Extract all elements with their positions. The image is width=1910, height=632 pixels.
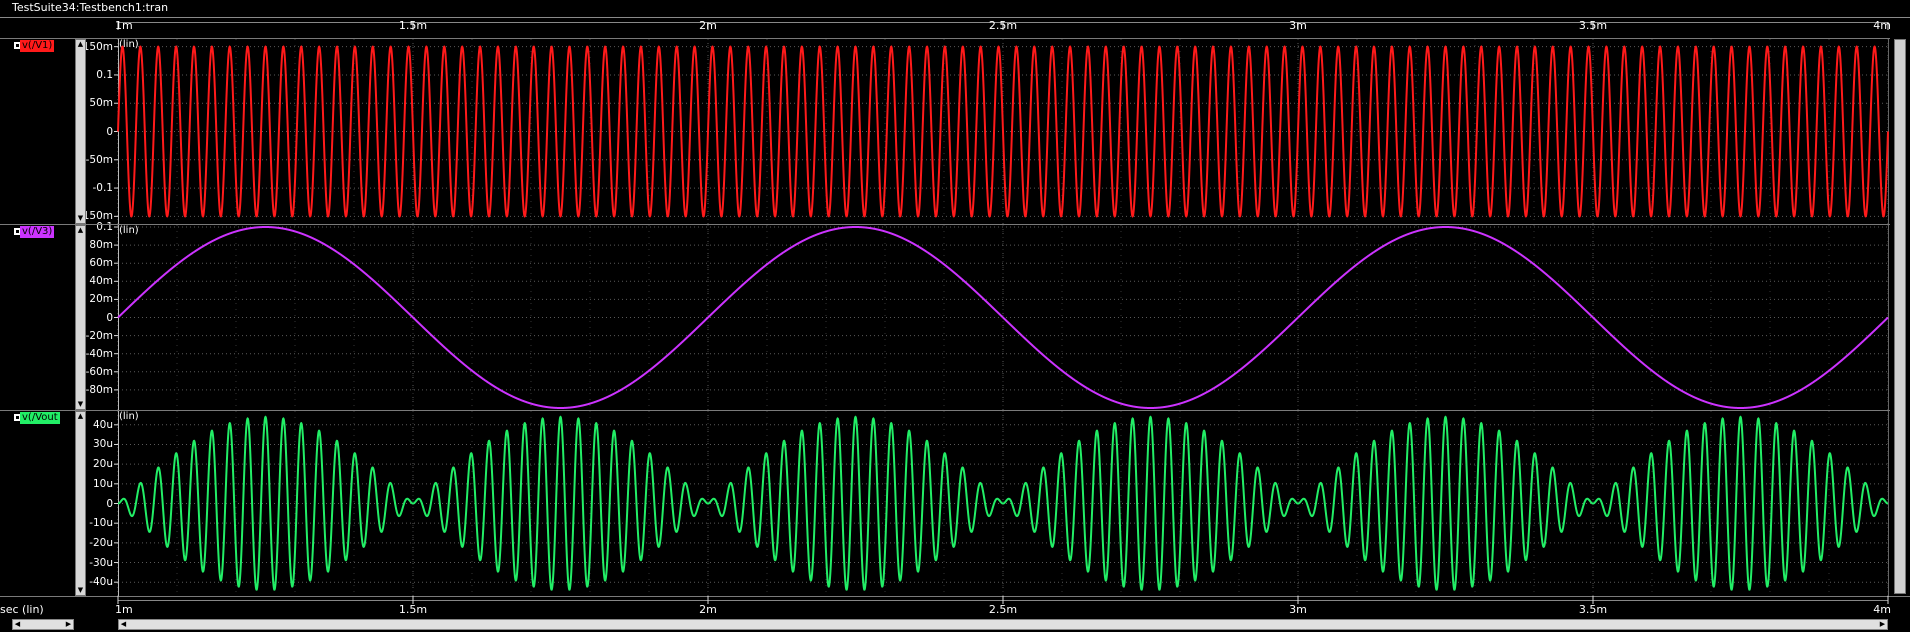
time-hscrollbar[interactable]: ◀ ▶	[118, 619, 1888, 630]
scroll-up-icon[interactable]: ▲	[77, 40, 84, 48]
x-tick-label: 2.5m	[988, 603, 1018, 616]
x-tick-label: 1.5m	[398, 603, 428, 616]
panel-vout-vscrollbar[interactable]: ▲ ▼	[75, 411, 86, 596]
waveform-trace-1	[117, 226, 1889, 409]
y-tick-label: 20m	[89, 293, 113, 306]
panel-v1-vscrollbar[interactable]: ▲ ▼	[75, 39, 86, 224]
signal-label-v3[interactable]: v(/V3)	[20, 226, 55, 238]
y-tick-label: 0	[106, 311, 113, 324]
scroll-up-icon[interactable]: ▲	[77, 412, 84, 420]
scroll-right-icon[interactable]: ▶	[65, 620, 72, 628]
y-tick-label: 40u	[92, 418, 113, 431]
y-tick-label: 0	[106, 125, 113, 138]
y-tick-label: -50m	[85, 153, 113, 166]
y-tick-label: 0	[106, 497, 113, 510]
y-tick-label: 150m	[82, 40, 113, 53]
window-title: TestSuite34:Testbench1:tran	[0, 0, 1910, 18]
y-tick-label: -80m	[85, 383, 113, 396]
title-divider	[0, 17, 1910, 18]
y-tick-label: -20u	[89, 536, 113, 549]
signal-list-panel: v(/V1) v(/V3) v(/Vout	[0, 18, 73, 594]
x-tick-label: 4m	[1873, 603, 1891, 616]
x-tick-label: 3.5m	[1578, 19, 1608, 32]
x-tick-label: 4m	[1873, 19, 1891, 32]
panel-v3-vscrollbar[interactable]: ▲ ▼	[75, 225, 86, 410]
y-tick-label: -40m	[85, 347, 113, 360]
x-tick-label: 1m	[115, 603, 133, 616]
waveform-trace-2	[117, 415, 1889, 591]
y-tick-label: 40m	[89, 275, 113, 288]
y-tick-label: 10u	[92, 477, 113, 490]
y-tick-label: 50m	[89, 97, 113, 110]
y-tick-label: -40u	[89, 576, 113, 589]
x-tick-label: 1.5m	[398, 19, 428, 32]
y-tick-label: -20m	[85, 329, 113, 342]
right-vscrollbar[interactable]	[1894, 39, 1906, 594]
x-tick-label: 3m	[1289, 603, 1307, 616]
signal-label-vout[interactable]: v(/Vout	[20, 412, 60, 424]
y-tick-label: 0.1	[96, 221, 113, 233]
left-hscrollbar[interactable]: ◀ ▶	[12, 619, 74, 630]
x-tick-label: 1m	[115, 19, 133, 32]
waveform-trace-0	[117, 45, 1889, 218]
scroll-down-icon[interactable]: ▼	[77, 400, 84, 408]
scale-label: (lin)	[119, 39, 139, 50]
scroll-left-icon[interactable]: ◀	[14, 620, 21, 628]
y-tick-label: 60m	[89, 257, 113, 270]
y-tick-label: -150m	[78, 210, 113, 223]
x-axis-unit-label: sec (lin)	[0, 603, 44, 616]
x-tick-label: 3m	[1289, 19, 1307, 32]
y-tick-label: 30u	[92, 438, 113, 451]
x-tick-label: 2m	[699, 19, 717, 32]
scale-label: (lin)	[119, 225, 139, 236]
y-tick-label: -10u	[89, 517, 113, 530]
x-tick-label: 2.5m	[988, 19, 1018, 32]
bottom-scroll-area: ◀ ▶ ◀ ▶	[0, 618, 1910, 632]
scroll-up-icon[interactable]: ▲	[77, 226, 84, 234]
y-tick-label: -30u	[89, 556, 113, 569]
y-tick-label: 20u	[92, 458, 113, 471]
x-tick-label: 2m	[699, 603, 717, 616]
scroll-left-icon[interactable]: ◀	[120, 620, 127, 628]
y-tick-label: 80m	[89, 239, 113, 252]
scroll-down-icon[interactable]: ▼	[77, 214, 84, 222]
scroll-down-icon[interactable]: ▼	[77, 586, 84, 594]
scroll-right-icon[interactable]: ▶	[1879, 620, 1886, 628]
scale-label: (lin)	[119, 411, 139, 422]
y-tick-label: -60m	[85, 365, 113, 378]
y-tick-label: 0.1	[96, 68, 113, 81]
y-tick-label: -0.1	[92, 182, 114, 195]
x-tick-label: 3.5m	[1578, 603, 1608, 616]
signal-label-v1[interactable]: v(/V1)	[20, 40, 55, 52]
